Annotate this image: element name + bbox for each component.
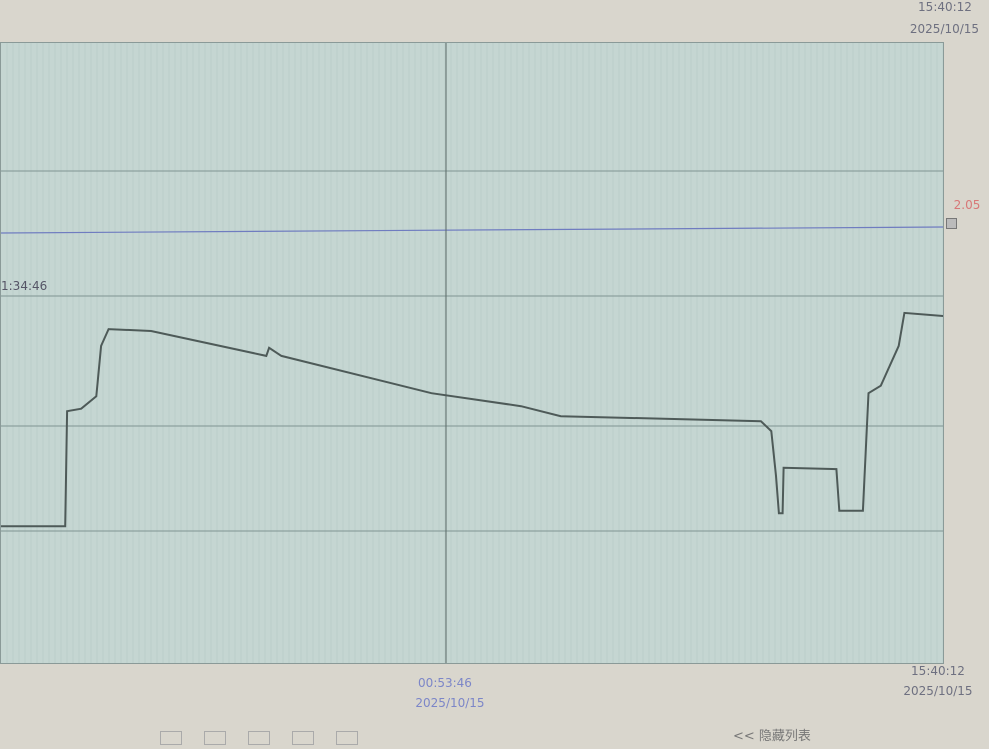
header-end-date: 2025/10/15: [909, 22, 980, 36]
toolbar-button[interactable]: [248, 731, 270, 745]
cursor-left-time: 1:34:46: [1, 279, 48, 293]
toolbar: [160, 730, 560, 745]
cursor-time: 00:53:46: [418, 676, 472, 690]
toolbar-button[interactable]: [336, 731, 358, 745]
footer-end-date: 2025/10/15: [903, 684, 973, 698]
cursor-date: 2025/10/15: [415, 696, 485, 710]
trend-plot[interactable]: 1:34:46: [0, 42, 944, 664]
header-end-time: 15:40:12: [918, 0, 972, 14]
trend-svg: [1, 43, 943, 663]
footer-end-time: 15:40:12: [911, 664, 965, 678]
toolbar-button[interactable]: [292, 731, 314, 745]
toolbar-button[interactable]: [160, 731, 182, 745]
cursor-handle[interactable]: [946, 218, 957, 229]
hide-list-button[interactable]: << 隐藏列表: [733, 729, 811, 744]
cursor-value-label: 2.05: [953, 198, 981, 212]
toolbar-button[interactable]: [204, 731, 226, 745]
value-cursor-line: [1, 226, 943, 234]
trace-line: [1, 311, 943, 528]
